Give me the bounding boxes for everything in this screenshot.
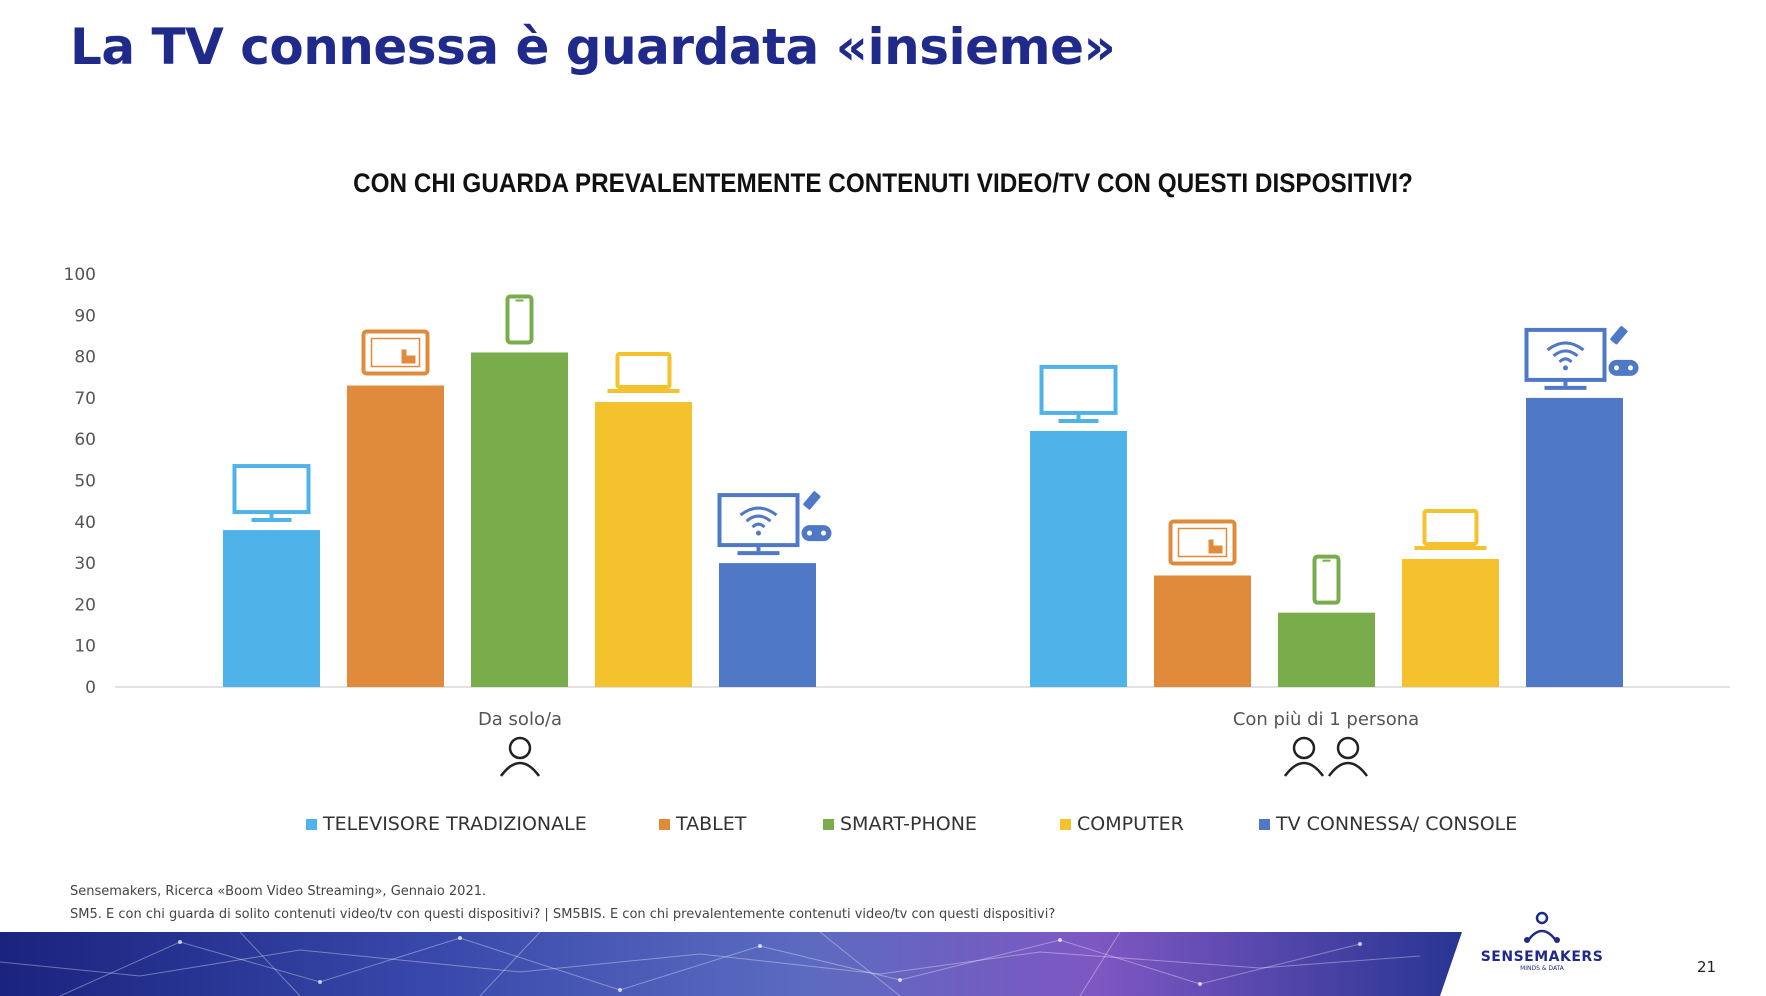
y-tick-label: 30: [74, 554, 96, 574]
footer-decoration: [0, 932, 1462, 996]
legend-swatch: [823, 818, 834, 830]
y-tick-label: 60: [74, 430, 96, 450]
y-tick-label: 40: [74, 513, 96, 533]
bar: [1526, 397, 1623, 687]
bar: [719, 563, 816, 687]
chart-legend: TELEVISORE TRADIZIONALE TABLET SMART-PHONE…: [0, 813, 1766, 839]
two-persons-icon: [1283, 736, 1369, 777]
laptop-icon: [607, 352, 680, 394]
bar: [1030, 430, 1127, 687]
source-note: Sensemakers, Ricerca «Boom Video Streami…: [70, 880, 1055, 926]
sensemakers-logo: SENSEMAKERS MINDS & DATA: [1462, 910, 1622, 972]
legend-swatch: [1060, 818, 1071, 830]
legend-item: TV CONNESSA/ CONSOLE: [1259, 813, 1517, 835]
legend-label: TABLET: [676, 813, 747, 835]
y-tick-label: 10: [74, 637, 96, 657]
legend-item: TABLET: [659, 813, 746, 835]
slide-title: La TV connessa è guardata «insieme»: [70, 18, 1116, 76]
legend-label: TV CONNESSA/ CONSOLE: [1276, 813, 1518, 835]
legend-item: SMART-PHONE: [823, 813, 977, 835]
category-label: Con più di 1 persona: [1233, 709, 1419, 730]
logo-subtext: MINDS & DATA: [1520, 965, 1564, 972]
legend-swatch: [1259, 818, 1270, 830]
bar: [595, 402, 692, 687]
category-label: Da solo/a: [478, 709, 562, 730]
bar: [1402, 558, 1499, 687]
page-number: 21: [1697, 958, 1717, 976]
smartphone-icon: [505, 294, 534, 345]
bar: [1154, 575, 1251, 687]
logo-text: SENSEMAKERS: [1480, 949, 1604, 965]
legend-item: COMPUTER: [1060, 813, 1184, 835]
person-icon: [499, 736, 541, 777]
tv-icon: [232, 464, 311, 523]
y-tick-label: 90: [74, 306, 96, 326]
legend-label: COMPUTER: [1077, 813, 1184, 835]
bar: [1278, 612, 1375, 687]
y-tick-label: 100: [64, 265, 96, 285]
legend-swatch: [306, 818, 317, 830]
legend-label: SMART-PHONE: [840, 813, 977, 835]
smartphone-icon: [1312, 554, 1341, 605]
tv-icon: [1039, 364, 1118, 423]
chart-title: CON CHI GUARDA PREVALENTEMENTE CONTENUTI…: [353, 168, 1413, 198]
y-tick-label: 20: [74, 595, 96, 615]
y-tick-label: 80: [74, 348, 96, 368]
tablet-icon: [361, 329, 430, 376]
y-tick-label: 70: [74, 389, 96, 409]
legend-swatch: [659, 818, 670, 830]
bar-chart: 0 10 20 30 40 50 60 70 80 90 100 Da solo/a Con più …: [64, 265, 1730, 777]
bar: [347, 385, 444, 687]
connected-tv-icon: [717, 491, 832, 556]
source-line-2: SM5. E con chi guarda di solito contenut…: [70, 907, 1056, 922]
source-line-1: Sensemakers, Ricerca «Boom Video Streami…: [70, 884, 487, 899]
laptop-icon: [1414, 508, 1487, 550]
bar: [223, 530, 320, 687]
tablet-icon: [1168, 519, 1237, 566]
legend-item: TELEVISORE TRADIZIONALE: [306, 813, 587, 835]
logo-mark-icon: [1524, 911, 1560, 943]
y-tick-label: 50: [74, 472, 96, 492]
connected-tv-icon: [1524, 326, 1639, 390]
y-tick-label: 0: [85, 678, 96, 698]
legend-label: TELEVISORE TRADIZIONALE: [323, 813, 587, 835]
bar: [471, 352, 568, 687]
